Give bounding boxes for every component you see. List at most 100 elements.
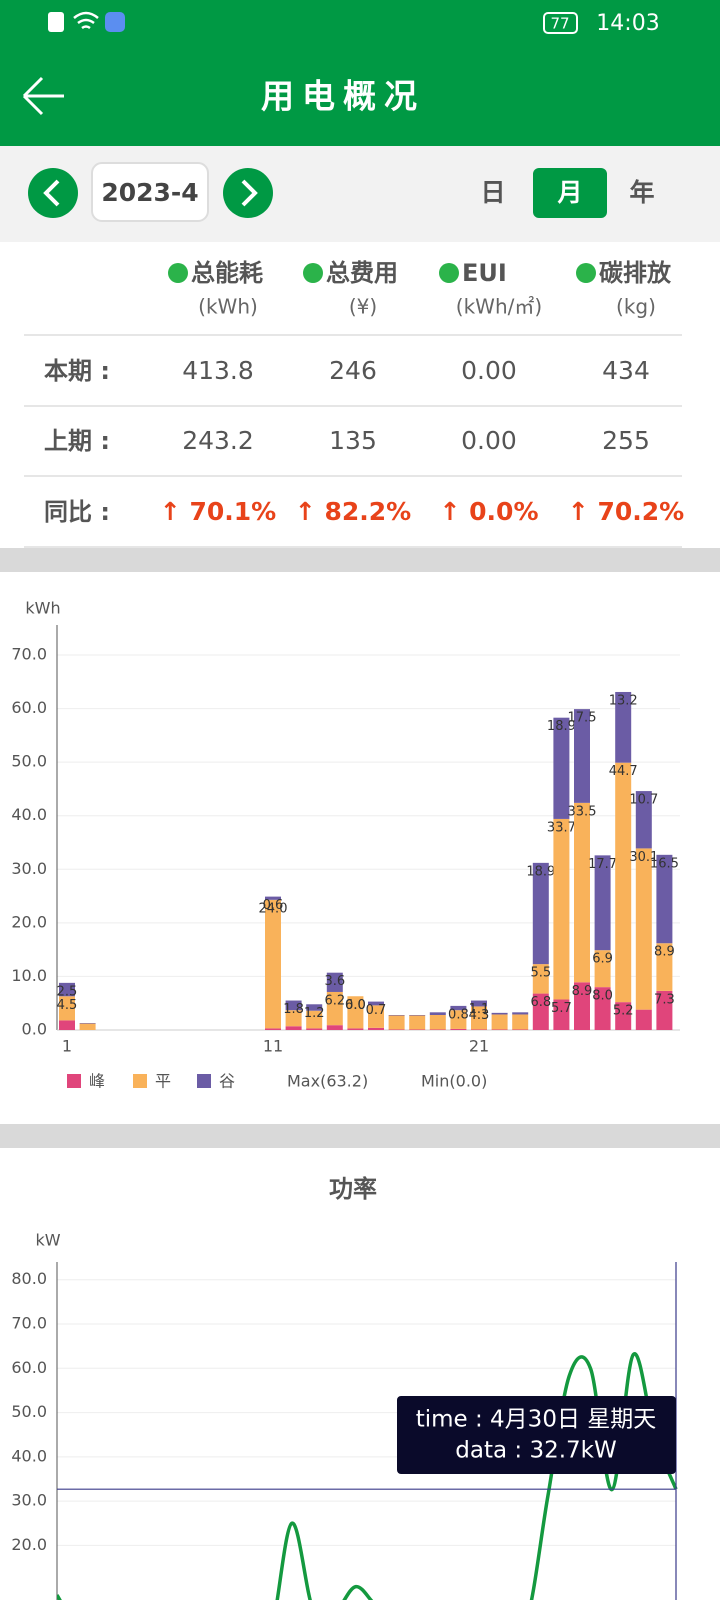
chart-title: 功率 bbox=[329, 1175, 377, 1203]
data-label: 13.2 bbox=[609, 693, 638, 708]
summary-value: 255 bbox=[602, 426, 650, 455]
legend-swatch[interactable] bbox=[67, 1074, 81, 1088]
next-chevron[interactable] bbox=[241, 179, 258, 207]
data-label: 0.0 bbox=[345, 998, 366, 1013]
bar-segment bbox=[574, 802, 590, 983]
bar-segment bbox=[491, 1029, 508, 1030]
stat-annotation: Max(63.2) bbox=[287, 1072, 368, 1091]
bar-segment bbox=[429, 1015, 446, 1030]
date-label[interactable]: 2023-4 bbox=[101, 178, 198, 207]
legend-swatch[interactable] bbox=[133, 1074, 147, 1088]
y-tick-label: 40.0 bbox=[11, 805, 47, 824]
summary-value: 0.00 bbox=[461, 426, 517, 455]
data-label: 6.9 bbox=[592, 952, 613, 967]
bar-segment bbox=[615, 762, 632, 1003]
prev-button[interactable] bbox=[28, 168, 78, 218]
summary-value: 135 bbox=[329, 426, 377, 455]
data-label: 18.9 bbox=[547, 719, 576, 734]
bar-segment bbox=[368, 1027, 384, 1030]
summary-value: ↑ 0.0% bbox=[440, 497, 539, 526]
data-label: 24.0 bbox=[259, 901, 288, 916]
bar-segment bbox=[388, 1029, 405, 1030]
summary-panel bbox=[0, 242, 720, 548]
column-icon bbox=[303, 263, 323, 283]
bar-segment bbox=[615, 1002, 632, 1030]
section-gap bbox=[0, 548, 720, 572]
bar-segment bbox=[656, 990, 673, 1030]
bar-segment bbox=[594, 987, 611, 1030]
data-label: 4.3 bbox=[469, 1008, 490, 1023]
data-label: 5.5 bbox=[530, 966, 551, 981]
x-tick-label: 21 bbox=[469, 1037, 489, 1056]
y-tick-label: 10.0 bbox=[11, 966, 47, 985]
row-label: 本期 : bbox=[44, 357, 110, 385]
data-label: 30.1 bbox=[629, 850, 658, 865]
legend-label[interactable]: 平 bbox=[155, 1072, 171, 1091]
bar-segment bbox=[326, 991, 343, 1026]
summary-value: ↑ 82.2% bbox=[295, 497, 411, 526]
y-tick-label: 70.0 bbox=[11, 1314, 47, 1333]
bar-segment bbox=[491, 1014, 508, 1030]
bar-segment bbox=[388, 1015, 405, 1030]
data-label: 7.3 bbox=[654, 992, 675, 1007]
bar-segment bbox=[285, 1010, 302, 1027]
stat-annotation: Min(0.0) bbox=[421, 1072, 487, 1091]
data-label: 6.0 bbox=[345, 998, 366, 1013]
y-tick-label: 60.0 bbox=[11, 698, 47, 717]
back-button[interactable] bbox=[22, 76, 64, 116]
y-tick-label: 0.0 bbox=[22, 1020, 47, 1039]
bar-segment bbox=[450, 1028, 467, 1030]
bar-segment bbox=[471, 1029, 487, 1030]
y-tick-label: 20.0 bbox=[11, 1535, 47, 1554]
bar-segment bbox=[285, 1000, 302, 1011]
next-button[interactable] bbox=[223, 168, 273, 218]
y-tick-label: 80.0 bbox=[11, 1269, 47, 1288]
period-tab[interactable]: 日 bbox=[480, 178, 505, 207]
period-tab[interactable]: 年 bbox=[629, 178, 654, 207]
column-name: 总能耗 bbox=[191, 259, 263, 287]
bar-segment bbox=[491, 1012, 508, 1015]
bar-segment bbox=[635, 848, 652, 1010]
summary-value: 434 bbox=[602, 356, 650, 385]
bar-segment bbox=[615, 691, 632, 763]
data-label: 0.7 bbox=[366, 1003, 387, 1018]
tab-selected-bg[interactable] bbox=[533, 168, 607, 218]
bar-segment bbox=[326, 1025, 343, 1030]
tooltip-line: data : 32.7kW bbox=[455, 1438, 616, 1464]
legend-swatch[interactable] bbox=[197, 1074, 211, 1088]
next-circle[interactable] bbox=[223, 168, 273, 218]
legend-label[interactable]: 谷 bbox=[219, 1072, 235, 1091]
bar-segment bbox=[532, 862, 549, 965]
column-unit: (kWh/㎡) bbox=[456, 295, 542, 319]
bar-segment bbox=[265, 896, 281, 900]
column-icon bbox=[439, 263, 459, 283]
legend-label[interactable]: 峰 bbox=[89, 1072, 105, 1091]
data-label: 8.9 bbox=[654, 945, 675, 960]
bar-segment bbox=[656, 943, 673, 991]
period-tab[interactable]: 月 bbox=[556, 178, 582, 207]
date-box[interactable] bbox=[91, 162, 209, 222]
prev-chevron[interactable] bbox=[43, 179, 60, 207]
data-label: 1.1 bbox=[469, 1002, 490, 1017]
data-label: 3.6 bbox=[324, 974, 345, 989]
bar-segment bbox=[532, 993, 549, 1030]
back-arrow[interactable] bbox=[22, 76, 64, 116]
x-tick-label: 1 bbox=[62, 1037, 72, 1056]
section-gap bbox=[0, 1124, 720, 1148]
bar-segment bbox=[409, 1015, 426, 1016]
bar-segment bbox=[635, 791, 652, 849]
data-label: 4.5 bbox=[57, 998, 78, 1013]
bar-segment bbox=[594, 855, 611, 951]
bar-segment bbox=[59, 982, 75, 997]
bar-segment bbox=[306, 1010, 323, 1029]
prev-circle[interactable] bbox=[28, 168, 78, 218]
data-label: 10.7 bbox=[629, 793, 658, 808]
column-unit: (kg) bbox=[616, 295, 656, 319]
bar-segment bbox=[512, 1014, 529, 1030]
y-tick-label: 70.0 bbox=[11, 645, 47, 664]
tooltip-line: time : 4月30日 星期天 bbox=[416, 1407, 657, 1433]
bar-segment bbox=[306, 1004, 323, 1011]
summary-value: 246 bbox=[329, 356, 377, 385]
